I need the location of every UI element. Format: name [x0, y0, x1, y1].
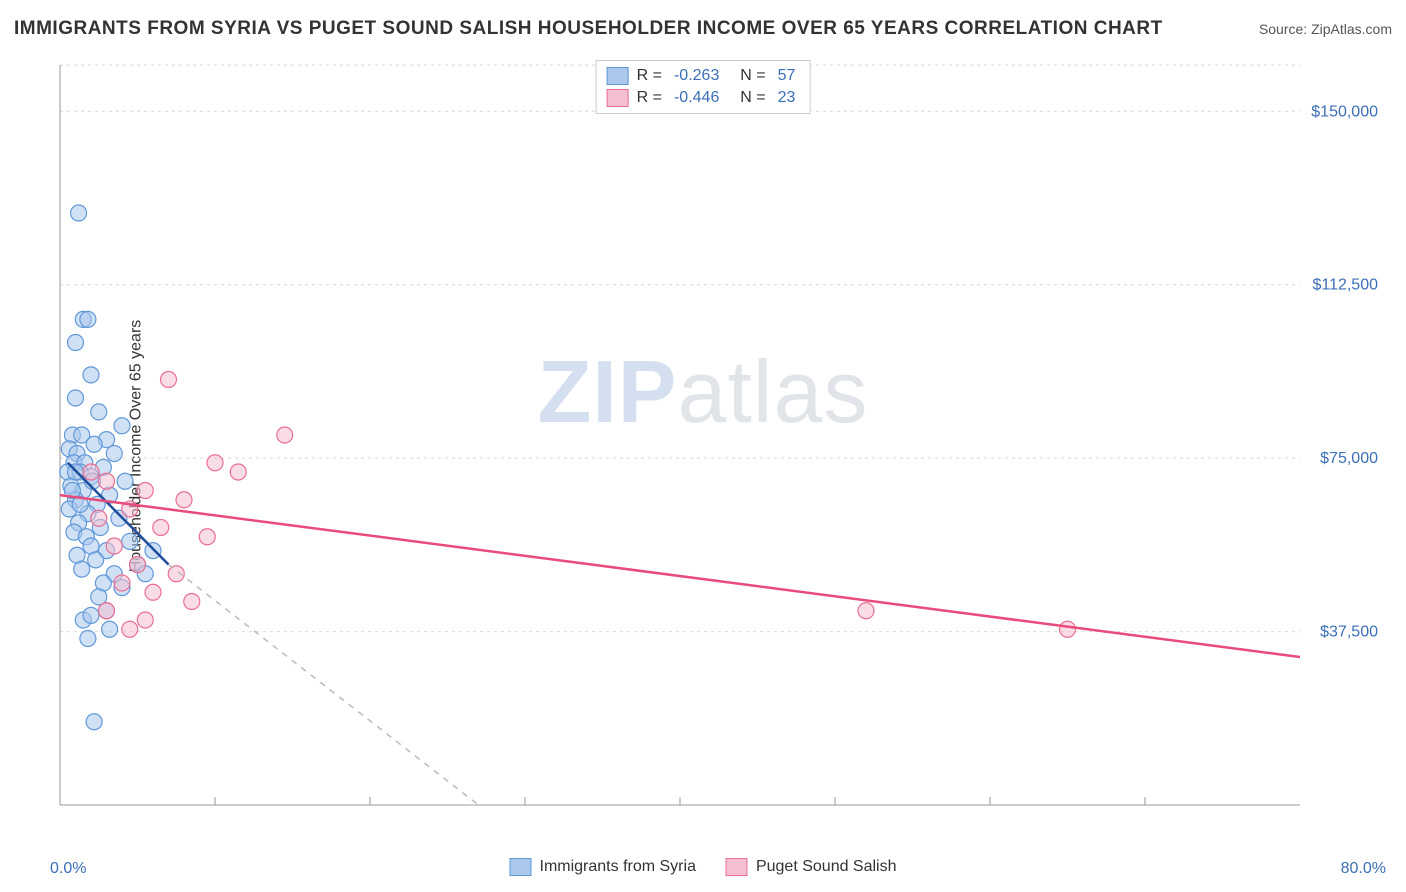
legend-r-label: R =	[637, 67, 662, 85]
title-bar: IMMIGRANTS FROM SYRIA VS PUGET SOUND SAL…	[14, 18, 1392, 40]
source-label: Source: ZipAtlas.com	[1259, 21, 1392, 37]
legend-n-value: 57	[778, 67, 796, 85]
legend-n-label: N =	[731, 89, 765, 107]
legend-r-value: -0.446	[674, 89, 719, 107]
legend-swatch-icon	[607, 89, 629, 107]
chart-title: IMMIGRANTS FROM SYRIA VS PUGET SOUND SAL…	[14, 18, 1163, 40]
legend-n-label: N =	[731, 67, 765, 85]
x-axis-min-label: 0.0%	[50, 860, 86, 878]
correlation-legend-row: R = -0.263 N = 57	[607, 65, 800, 87]
x-axis-max-label: 80.0%	[1341, 860, 1386, 878]
legend-n-value: 23	[778, 89, 796, 107]
legend-swatch-icon	[509, 858, 531, 876]
series-legend-label: Puget Sound Salish	[756, 858, 897, 876]
series-legend-item: Immigrants from Syria	[509, 858, 695, 876]
series-legend-item: Puget Sound Salish	[726, 858, 897, 876]
svg-text:$112,500: $112,500	[1312, 277, 1378, 294]
legend-r-label: R =	[637, 89, 662, 107]
legend-swatch-icon	[607, 67, 629, 85]
correlation-legend-row: R = -0.446 N = 23	[607, 87, 800, 109]
scatter-chart: $37,500 $75,000 $112,500 $150,000	[50, 55, 1390, 845]
series-legend: Immigrants from Syria Puget Sound Salish	[509, 858, 896, 876]
svg-text:$150,000: $150,000	[1311, 103, 1378, 120]
svg-text:$75,000: $75,000	[1320, 450, 1378, 467]
series-legend-label: Immigrants from Syria	[539, 858, 695, 876]
svg-text:$37,500: $37,500	[1320, 624, 1378, 641]
legend-swatch-icon	[726, 858, 748, 876]
plot-area: $37,500 $75,000 $112,500 $150,000	[50, 55, 1390, 845]
correlation-legend: R = -0.263 N = 57 R = -0.446 N = 23	[596, 60, 811, 114]
legend-r-value: -0.263	[674, 67, 719, 85]
